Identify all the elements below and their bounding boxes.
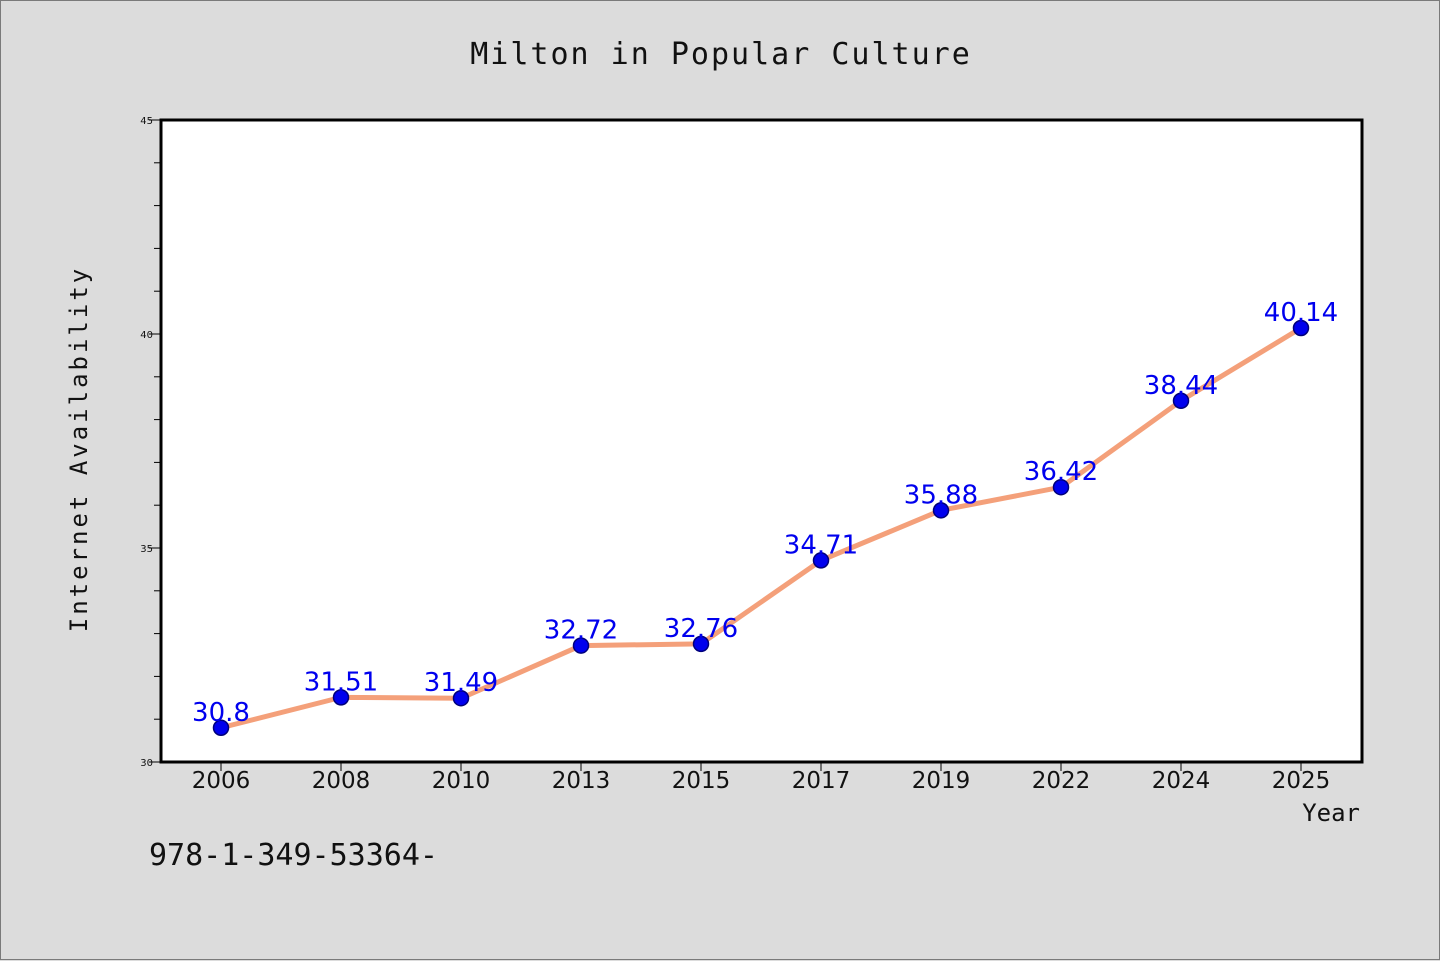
x-tick-label: 2015 [672, 768, 731, 794]
data-label: 31.51 [304, 667, 378, 697]
x-tick-label: 2006 [192, 768, 251, 794]
data-label: 40.14 [1264, 298, 1338, 328]
chart-title: Milton in Popular Culture [470, 37, 972, 72]
x-tick-label: 2025 [1272, 768, 1331, 794]
data-label: 34.71 [784, 530, 858, 560]
data-label: 35.88 [904, 480, 978, 510]
data-label: 30.8 [192, 698, 250, 728]
data-points [212, 319, 1310, 737]
data-point [1172, 392, 1190, 410]
data-point [812, 552, 830, 569]
data-label: 32.72 [544, 616, 618, 646]
data-point [332, 689, 350, 706]
x-axis: 2006 2008 2010 2013 2015 2017 2019 2022 2024 2025 [192, 762, 1331, 794]
x-tick-label: 2022 [1032, 768, 1091, 794]
data-point [932, 502, 950, 519]
x-tick-label: 2010 [432, 768, 491, 794]
data-point [212, 719, 230, 737]
x-tick-label: 2008 [312, 768, 371, 794]
x-tick-label: 2017 [792, 768, 851, 794]
series-line [220, 325, 1303, 731]
y-axis: 30 35 40 45 [140, 116, 161, 769]
data-point [1052, 478, 1070, 496]
data-point [452, 689, 470, 707]
data-point [1292, 319, 1310, 337]
data-label: 32.76 [664, 614, 738, 644]
y-axis-label: Internet Availability [65, 266, 93, 632]
plot-area [159, 118, 1364, 764]
x-tick-label: 2019 [912, 768, 971, 794]
data-label: 31.49 [424, 668, 498, 698]
data-point [692, 635, 710, 653]
y-tick-label: 45 [140, 116, 153, 127]
y-tick-label: 40 [140, 330, 153, 341]
data-label: 38.44 [1144, 371, 1218, 401]
y-tick-label: 35 [140, 544, 153, 555]
data-label: 36.42 [1024, 457, 1098, 487]
data-point [572, 637, 590, 654]
footer-isbn: 978-1-349-53364- [149, 838, 438, 873]
data-labels: 30.8 31.51 31.49 32.72 32.76 34.71 35.88 36.42 3… [192, 298, 1338, 728]
y-tick-label: 30 [140, 758, 153, 769]
x-axis-label: Year [1302, 799, 1360, 827]
x-tick-label: 2013 [552, 768, 611, 794]
x-tick-label: 2024 [1152, 768, 1211, 794]
